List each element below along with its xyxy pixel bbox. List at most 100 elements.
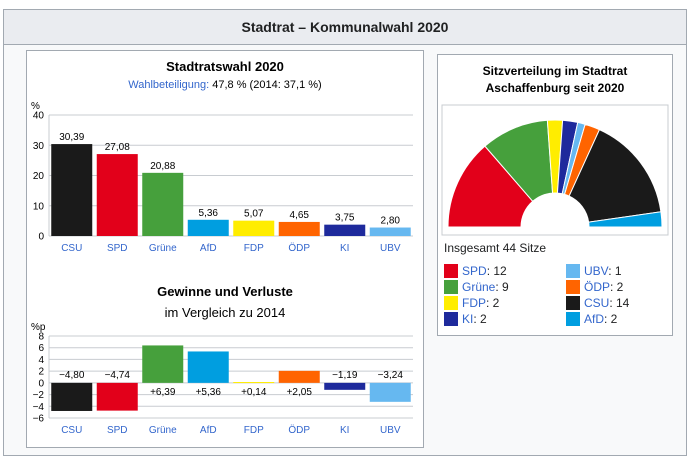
x-tick-label[interactable]: KI xyxy=(340,425,349,436)
y-tick-label: 2 xyxy=(38,367,44,378)
bar-2-7 xyxy=(369,382,411,402)
x-tick-label[interactable]: SPD xyxy=(107,243,128,254)
data-label: +5,36 xyxy=(196,387,222,398)
x-tick-label[interactable]: UBV xyxy=(380,425,401,436)
legend-item: CSU: 14 xyxy=(566,295,629,311)
infobox-title: Stadtrat – Kommunalwahl 2020 xyxy=(4,10,686,45)
legend-item: FDP: 2 xyxy=(444,295,499,311)
x-tick-label[interactable]: FDP xyxy=(244,425,264,436)
bar-2-5 xyxy=(278,370,320,383)
chart1-subtitle: Wahlbeteiligung: 47,8 % (2014: 37,1 %) xyxy=(128,79,321,91)
legend-swatch xyxy=(566,280,580,294)
y-tick-label: −6 xyxy=(33,414,45,425)
results-panel: Stadtratswahl 2020 Wahlbeteiligung: 47,8… xyxy=(26,50,424,448)
data-label: −3,24 xyxy=(378,370,404,381)
legend-swatch xyxy=(566,312,580,326)
y-tick-label: 10 xyxy=(33,201,45,212)
legend-seats: : 2 xyxy=(473,312,487,326)
legend-seats: : 2 xyxy=(610,280,624,294)
legend-seats: : 2 xyxy=(486,296,500,310)
data-label: 3,75 xyxy=(335,213,355,224)
y-tick-label: 4 xyxy=(38,355,44,366)
bar-2-6 xyxy=(324,382,366,390)
election-infobox: Stadtrat – Kommunalwahl 2020 Stadtratswa… xyxy=(3,9,687,456)
x-tick-label[interactable]: FDP xyxy=(244,243,264,254)
bar-1-5 xyxy=(278,221,320,236)
y-tick-label: 0 xyxy=(38,232,44,243)
x-tick-label[interactable]: KI xyxy=(340,243,349,254)
seats-panel: Sitzverteilung im Stadtrat Aschaffenburg… xyxy=(437,54,673,336)
data-label: +2,05 xyxy=(287,387,313,398)
y-tick-label: 0 xyxy=(38,378,44,389)
x-tick-label[interactable]: CSU xyxy=(61,243,82,254)
x-tick-label[interactable]: SPD xyxy=(107,425,128,436)
x-tick-label[interactable]: CSU xyxy=(61,425,82,436)
data-label: 2,80 xyxy=(381,216,401,227)
data-label: −1,19 xyxy=(332,370,358,381)
legend-item: ÖDP: 2 xyxy=(566,279,623,295)
y-tick-label: −4 xyxy=(33,402,45,413)
data-label: 27,08 xyxy=(105,142,130,153)
legend-party-link[interactable]: ÖDP xyxy=(584,280,611,294)
x-tick-label[interactable]: Grüne xyxy=(149,425,177,436)
legend-item: Grüne: 9 xyxy=(444,279,509,295)
legend-seats: : 14 xyxy=(609,296,630,310)
legend-party-link[interactable]: FDP xyxy=(462,296,486,310)
bar-1-6 xyxy=(324,224,366,236)
seats-chart: Sitzverteilung im Stadtrat Aschaffenburg… xyxy=(441,64,669,236)
legend-seats: : 9 xyxy=(495,280,509,294)
legend-item: SPD: 12 xyxy=(444,263,507,279)
results-charts: Stadtratswahl 2020 Wahlbeteiligung: 47,8… xyxy=(31,59,413,436)
chart1-title: Stadtratswahl 2020 xyxy=(166,59,284,74)
legend-swatch xyxy=(566,264,580,278)
x-tick-label[interactable]: AfD xyxy=(200,425,217,436)
legend-item: AfD: 2 xyxy=(566,311,617,327)
legend-party-link[interactable]: Grüne xyxy=(462,280,496,294)
y-tick-label: 30 xyxy=(33,141,45,152)
legend-swatch xyxy=(444,296,458,310)
seats-total: Insgesamt 44 Sitze xyxy=(444,241,547,255)
bar-1-1 xyxy=(96,154,138,236)
legend-swatch xyxy=(444,280,458,294)
seats-title-line2: Aschaffenburg seit 2020 xyxy=(486,81,625,95)
data-label: 4,65 xyxy=(290,210,310,221)
x-tick-label[interactable]: Grüne xyxy=(149,243,177,254)
legend-seats: : 2 xyxy=(604,312,618,326)
y-axis-label: % xyxy=(31,101,40,112)
legend-party-link[interactable]: KI xyxy=(462,312,474,326)
y-tick-label: 6 xyxy=(38,343,44,354)
legend-party-link[interactable]: CSU xyxy=(584,296,610,310)
y-tick-label: −2 xyxy=(33,390,45,401)
legend-item: KI: 2 xyxy=(444,311,487,327)
x-tick-label[interactable]: ÖDP xyxy=(288,424,310,436)
legend-party-link[interactable]: UBV xyxy=(584,264,609,278)
data-label: 30,39 xyxy=(59,132,84,143)
seat-segment-0 xyxy=(447,145,534,228)
data-label: 5,07 xyxy=(244,209,264,220)
legend-swatch xyxy=(444,264,458,278)
bar-1-4 xyxy=(233,220,275,236)
bar-1-3 xyxy=(187,219,229,236)
seat-segment-7 xyxy=(588,211,663,228)
legend-swatch xyxy=(566,296,580,310)
data-label: 20,88 xyxy=(150,161,175,172)
turnout-link[interactable]: Wahlbeteiligung: xyxy=(128,79,209,91)
y-axis-label: %p xyxy=(31,322,46,333)
bar-2-4 xyxy=(233,382,275,384)
bar-1-7 xyxy=(369,227,411,236)
x-tick-label[interactable]: ÖDP xyxy=(288,242,310,254)
data-label: 5,36 xyxy=(199,208,219,219)
legend-party-link[interactable]: AfD xyxy=(584,312,605,326)
y-tick-label: 40 xyxy=(33,111,45,122)
turnout-value: 47,8 % (2014: 37,1 %) xyxy=(209,79,322,91)
bar-1-0 xyxy=(51,144,93,236)
legend-seats: : 1 xyxy=(608,264,622,278)
bar-2-1 xyxy=(96,382,138,411)
data-label: +0,14 xyxy=(241,387,267,398)
legend-party-link[interactable]: SPD xyxy=(462,264,487,278)
x-tick-label[interactable]: AfD xyxy=(200,243,217,254)
x-tick-label[interactable]: UBV xyxy=(380,243,401,254)
legend-item: UBV: 1 xyxy=(566,263,622,279)
bar-1-2 xyxy=(142,172,184,236)
seat-segment-6 xyxy=(568,129,662,223)
